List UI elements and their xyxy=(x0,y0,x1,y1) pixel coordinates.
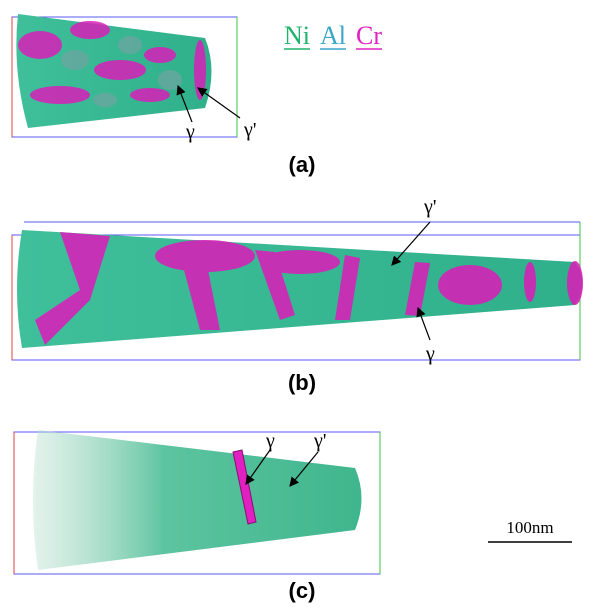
scale-bar-label: 100nm xyxy=(506,518,553,537)
panel-label: (c) xyxy=(289,578,316,603)
panel-label: (a) xyxy=(289,152,316,177)
annotation: γ xyxy=(185,121,195,143)
annotation: γ xyxy=(265,430,275,452)
cr-network xyxy=(18,21,206,104)
annotation: γ' xyxy=(313,430,326,452)
panel-b: γ' γ xyxy=(11,196,583,365)
ni-precipitates xyxy=(61,36,182,107)
legend-entry: Ni xyxy=(284,21,310,50)
cr-layer xyxy=(232,449,257,525)
legend: Ni Al Cr xyxy=(284,21,382,50)
panel-c: γ γ' 100nm xyxy=(13,430,572,575)
annotation: γ xyxy=(425,343,435,365)
panel-a: γ γ' xyxy=(11,14,256,143)
annotation: γ' xyxy=(423,196,436,218)
panel-label: (b) xyxy=(288,370,316,395)
annotation: γ' xyxy=(243,119,256,141)
reconstruction xyxy=(33,430,362,570)
legend-entry: Al xyxy=(320,21,346,50)
legend-entry: Cr xyxy=(356,21,382,50)
cr-network xyxy=(35,232,583,345)
